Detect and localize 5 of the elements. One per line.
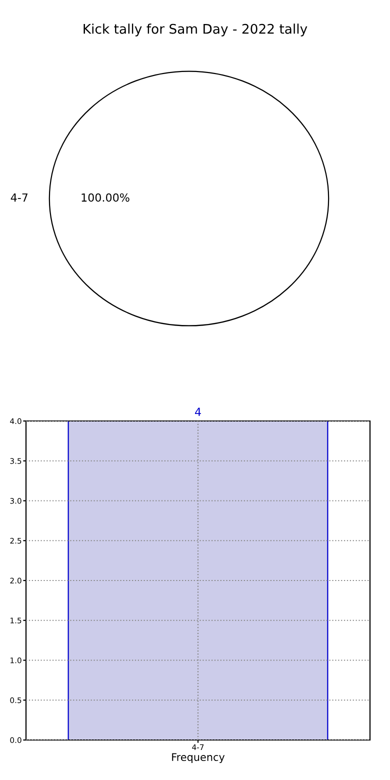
data-label: 100.00%: [82, 193, 130, 202]
slice-label: 4-7: [10, 193, 28, 202]
x-axis-title: Frequency: [172, 753, 225, 764]
data-label: 4: [195, 408, 201, 416]
chart-title: Kick tally for Sam Day - 2022 tally: [84, 24, 308, 36]
